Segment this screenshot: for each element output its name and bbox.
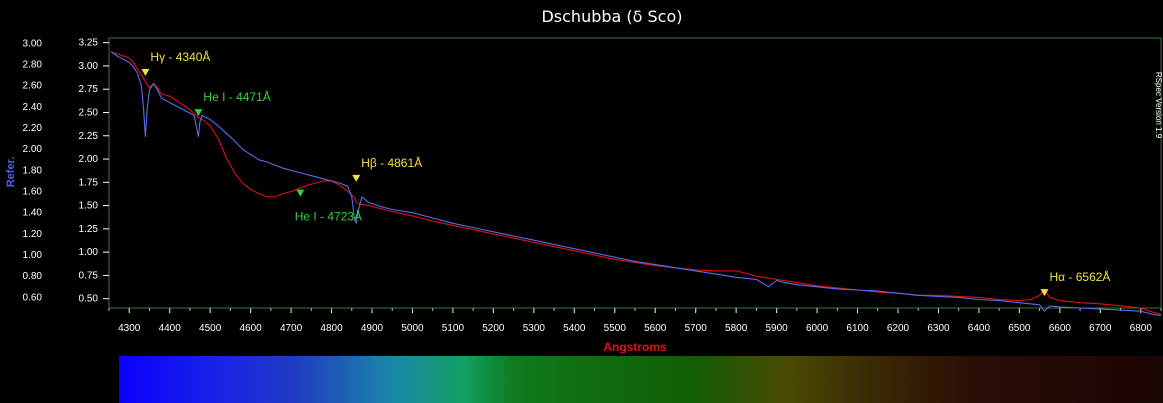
x-tick-label: 6800 bbox=[1130, 323, 1153, 334]
x-tick-label: 5200 bbox=[482, 323, 505, 334]
x-tick-label: 5900 bbox=[765, 323, 788, 334]
y-secondary-tick-label: 2.25 bbox=[79, 131, 99, 142]
annotation-layer: Hγ - 4340Å He I - 4471Å Hβ - 4861Å He I - 4… bbox=[141, 49, 1110, 297]
x-tick-label: 6400 bbox=[968, 323, 991, 334]
y-left-tick-label: 1.80 bbox=[23, 165, 43, 176]
y-secondary-tick-label: 3.00 bbox=[79, 61, 99, 72]
line-marker bbox=[296, 189, 305, 197]
x-tick-label: 5800 bbox=[725, 323, 748, 334]
line-label: Hα - 6562Å bbox=[1049, 269, 1110, 284]
y-left-tick-label: 2.40 bbox=[23, 102, 43, 113]
line-label: He I - 4471Å bbox=[203, 89, 270, 104]
x-tick-label: 6300 bbox=[927, 323, 950, 334]
x-tick-label: 5400 bbox=[563, 323, 586, 334]
y-left-tick-label: 0.60 bbox=[23, 292, 43, 303]
line-label: Hγ - 4340Å bbox=[150, 49, 210, 64]
x-tick-label: 5600 bbox=[644, 323, 667, 334]
y-left-tick-label: 1.00 bbox=[23, 250, 43, 261]
y-right-axis: 3.25 3.00 2.75 2.50 2.25 2.00 1.75 1.50 1.25 1.00… bbox=[79, 38, 109, 305]
y-left-tick-label: 1.20 bbox=[23, 229, 43, 240]
x-tick-label: 4900 bbox=[361, 323, 384, 334]
x-tick-label: 6500 bbox=[1008, 323, 1031, 334]
series-line-2 bbox=[110, 51, 1162, 316]
x-tick-label: 6200 bbox=[887, 323, 910, 334]
y-left-tick-label: 2.00 bbox=[23, 144, 43, 155]
line-marker bbox=[194, 109, 203, 117]
y-secondary-tick-label: 1.50 bbox=[79, 201, 99, 212]
x-axis: 4300 4400 4500 4600 4700 4800 4900 5000 5100 5200… bbox=[108, 308, 1162, 334]
x-tick-label: 5000 bbox=[401, 323, 424, 334]
y-left-tick-label: 2.60 bbox=[23, 81, 43, 92]
x-tick-label: 6000 bbox=[806, 323, 829, 334]
y-secondary-tick-label: 2.50 bbox=[79, 107, 99, 118]
x-tick-label: 5300 bbox=[523, 323, 546, 334]
y-secondary-tick-label: 0.50 bbox=[79, 294, 99, 305]
x-tick-label: 6100 bbox=[846, 323, 869, 334]
y-secondary-tick-label: 3.25 bbox=[79, 38, 99, 49]
x-tick-label: 4600 bbox=[239, 323, 262, 334]
line-marker bbox=[1040, 289, 1049, 297]
x-tick-label: 4300 bbox=[118, 323, 141, 334]
series-layer bbox=[110, 51, 1162, 316]
y-left-tick-label: 0.80 bbox=[23, 271, 43, 282]
series-line-1 bbox=[110, 51, 1162, 315]
x-axis-label: Angstroms bbox=[603, 340, 667, 354]
y-left-tick-label: 1.40 bbox=[23, 208, 43, 219]
line-marker bbox=[141, 68, 150, 76]
x-tick-label: 5700 bbox=[685, 323, 708, 334]
x-tick-label: 4500 bbox=[199, 323, 222, 334]
y-left-tick-label: 1.60 bbox=[23, 187, 43, 198]
y-left-tick-label: 2.20 bbox=[23, 123, 43, 134]
y-left-tick-label: 2.80 bbox=[23, 59, 43, 70]
x-tick-label: 6700 bbox=[1089, 323, 1112, 334]
y-axis-label: Refer. bbox=[5, 157, 17, 188]
x-tick-label: 4700 bbox=[280, 323, 303, 334]
plot-frame bbox=[108, 37, 1162, 309]
line-label: He I - 4723Å bbox=[295, 209, 362, 224]
x-tick-label: 5500 bbox=[604, 323, 627, 334]
chart-title: Dschubba (δ Sco) bbox=[541, 7, 682, 26]
y-secondary-tick-label: 1.00 bbox=[79, 247, 99, 258]
x-tick-label: 6600 bbox=[1049, 323, 1072, 334]
y-secondary-tick-label: 2.75 bbox=[79, 84, 99, 95]
y-secondary-tick-label: 2.00 bbox=[79, 154, 99, 165]
x-tick-label: 4800 bbox=[320, 323, 343, 334]
line-label: Hβ - 4861Å bbox=[361, 155, 422, 170]
y-secondary-tick-label: 1.75 bbox=[79, 177, 99, 188]
x-tick-label: 4400 bbox=[159, 323, 182, 334]
line-marker bbox=[352, 174, 361, 182]
color-spectrum-bar bbox=[119, 356, 1163, 403]
y-left-tick-label: 3.00 bbox=[23, 38, 43, 49]
y-secondary-tick-label: 0.75 bbox=[79, 270, 99, 281]
y-secondary-tick-label: 1.25 bbox=[79, 224, 99, 235]
software-watermark: RSpec Version 1.9 bbox=[1154, 72, 1163, 139]
x-tick-label: 5100 bbox=[442, 323, 465, 334]
y-left-axis: 3.00 2.80 2.60 2.40 2.20 2.00 1.80 1.60 1.40 1.20… bbox=[23, 38, 43, 303]
